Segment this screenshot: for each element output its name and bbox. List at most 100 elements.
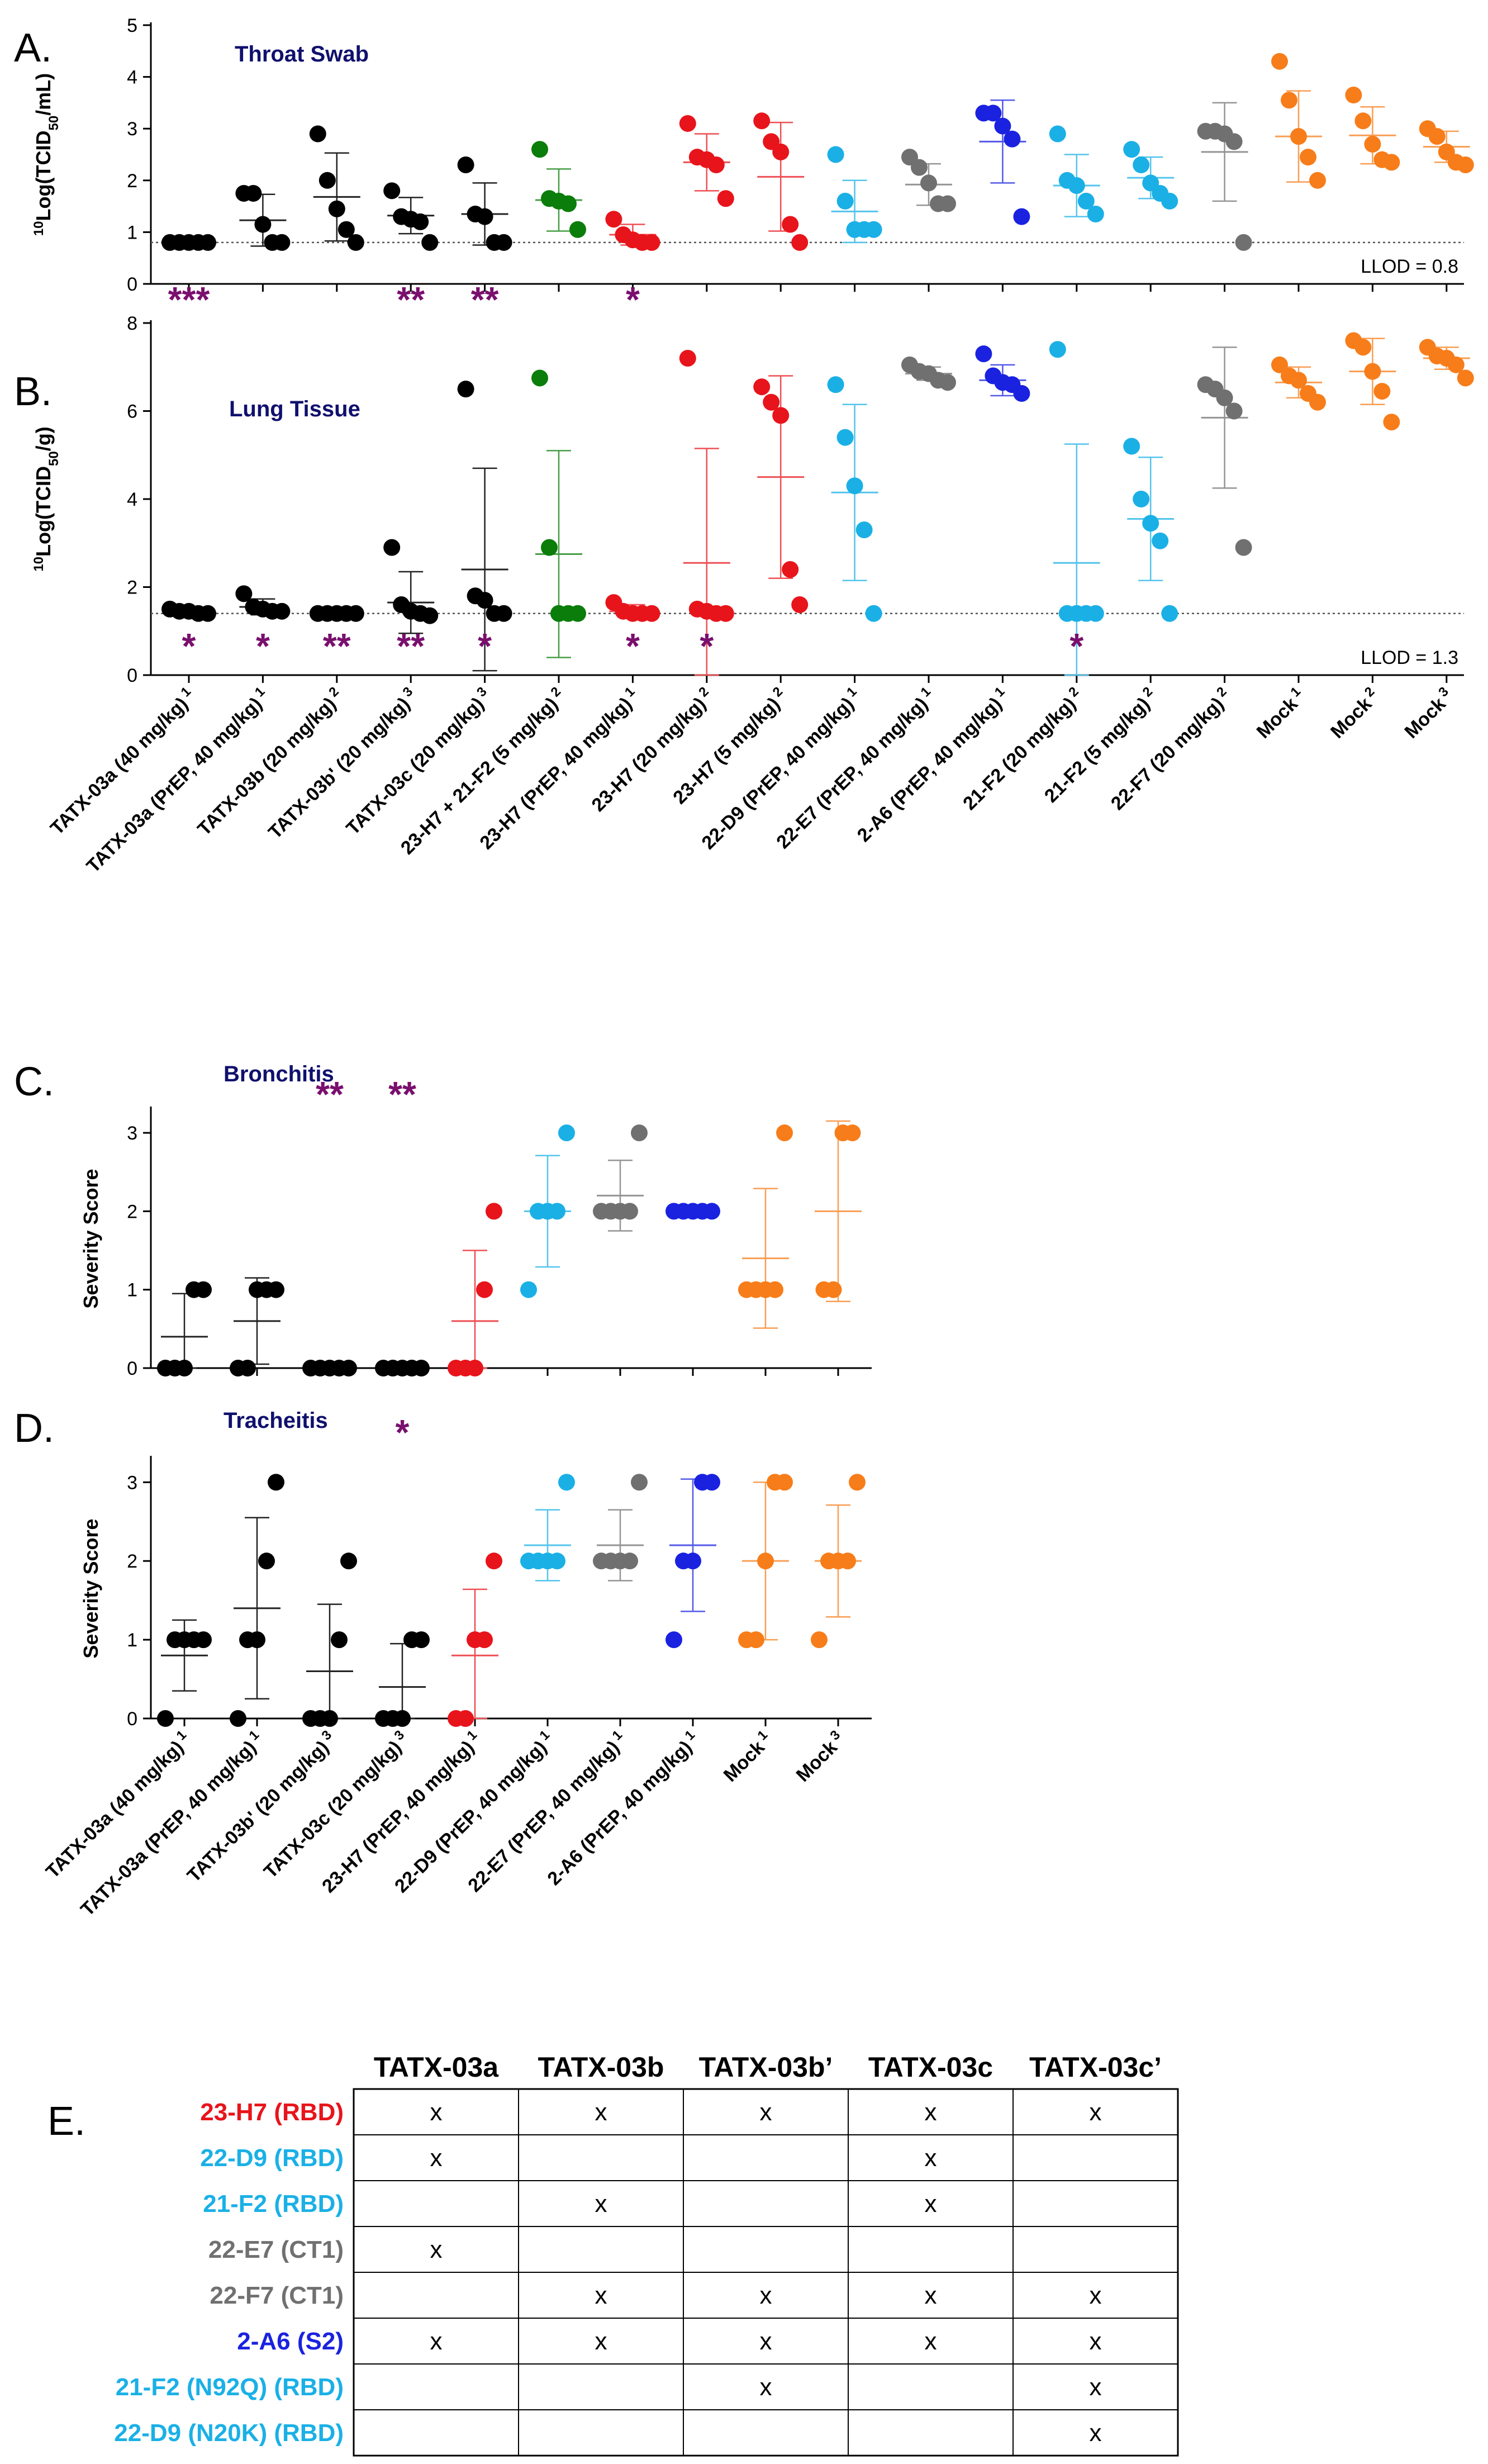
table-column-header: TATX-03c [868,2052,993,2083]
x-tick-label: TATX-03a (40 mg/kg)1 [40,1727,196,1883]
data-point [318,172,336,189]
table-row-label: 2-A6 (S2) [237,2328,344,2355]
data-point [621,1203,638,1220]
data-point [476,592,493,609]
group-8 [665,1203,720,1376]
table-cell: x [595,2099,607,2126]
data-point [157,1710,174,1727]
group-9 [753,112,809,292]
table-column-header: TATX-03b [538,2052,664,2083]
data-point [1383,414,1400,431]
x-label-superscript: 1 [464,1727,480,1744]
data-point [195,1281,212,1298]
y-tick-label: 4 [127,489,137,510]
table-cell: x [760,2373,772,2401]
data-point [1271,53,1288,70]
llod-label: LLOD = 0.8 [1361,256,1458,277]
group-12 [975,345,1030,683]
data-point [703,1474,720,1491]
x-tick-label: Mock2 [1325,684,1384,743]
data-point [717,605,734,622]
data-point [347,605,364,622]
group-17 [1345,87,1400,292]
panel-label: E. [47,2099,85,2144]
data-point [753,378,771,396]
data-point [836,429,854,446]
table-column-header: TATX-03b’ [699,2052,833,2083]
data-point [413,1631,430,1649]
y-tick-label: 1 [127,1280,137,1301]
table-column-header: TATX-03c’ [1029,2052,1162,2083]
x-label-superscript: 1 [917,684,934,700]
data-point [865,605,882,622]
group-4: ** [375,1074,430,1376]
group-5: ** [457,156,512,320]
data-point [763,393,780,411]
data-point [791,234,809,251]
table-cell: x [430,2328,443,2355]
group-3 [309,125,364,292]
data-point [679,350,696,367]
y-label-sub: 50 [46,451,61,466]
panel-title: Throat Swab [235,42,369,67]
data-point [347,234,364,251]
data-point [457,381,474,398]
data-point [839,1553,856,1570]
y-axis-label: 10Log(TCID50/mL) [31,73,61,236]
data-point [549,1553,565,1570]
data-point [1290,372,1307,389]
data-point [1123,141,1140,158]
group-4: ** [383,539,439,683]
data-point [413,1360,430,1376]
group-16 [1271,356,1326,683]
group-2 [230,1474,284,1727]
data-point [1077,192,1095,210]
y-tick-label: 1 [127,1630,137,1651]
data-point [782,216,799,233]
group-3: ** [309,605,364,683]
data-point [569,605,586,622]
data-point [1281,92,1297,109]
data-point [1428,128,1446,145]
x-label-superscript: 2 [326,684,342,700]
group-7 [593,1474,648,1726]
data-point [939,195,956,212]
data-point [1354,339,1372,356]
x-label-superscript: 1 [173,1727,189,1744]
data-point [776,1124,793,1142]
data-point [643,605,660,622]
data-point [849,1474,866,1491]
data-point [337,221,355,238]
group-6 [520,1124,575,1376]
data-point [1271,356,1288,373]
panel-E: E. TATX-03a TATX-03b TATX-03b’ TATX-03c TATX-… [47,2052,1179,2457]
data-point [1216,389,1233,406]
y-tick-label: 2 [127,1201,137,1222]
data-point [605,211,622,228]
significance-marker: * [626,279,640,320]
x-label-superscript: 1 [992,684,1008,700]
data-point [631,1124,648,1142]
y-label-main: Log(TCID [32,466,55,557]
data-point [268,1474,284,1491]
x-label-superscript: 1 [844,684,860,700]
data-point [486,1553,502,1570]
y-label-tail: /mL) [32,73,55,116]
x-tick-label: Mock1 [1251,684,1309,743]
data-point [844,1124,861,1142]
y-tick-label: 0 [127,1708,137,1730]
data-point [268,1281,284,1298]
group-11 [901,356,956,683]
x-label-superscript: 2 [548,684,564,700]
table-cell: x [1090,2282,1102,2309]
data-point [495,605,512,622]
significance-marker: ** [471,279,499,320]
y-label-sup: 10 [31,221,46,236]
data-point [309,125,326,143]
llod-label: LLOD = 1.3 [1361,647,1458,668]
data-point [1225,402,1243,420]
y-axis-label: Severity Score [79,1169,102,1308]
y-axis-label: Severity Score [79,1518,102,1658]
significance-marker: * [626,626,640,666]
